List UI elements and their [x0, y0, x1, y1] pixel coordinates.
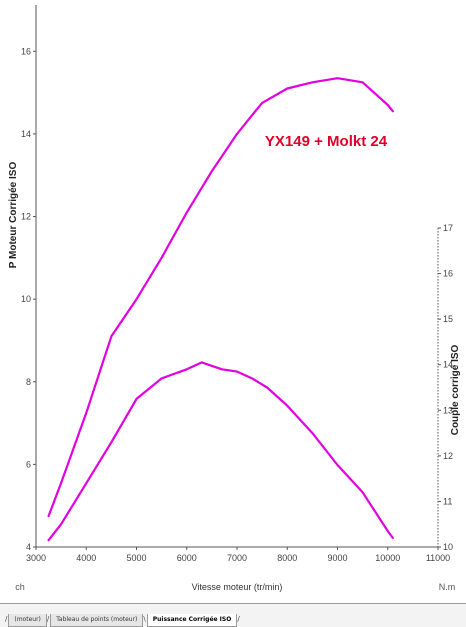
x-tick-label: 7000: [227, 553, 247, 563]
right-y-axis-label: Couple corrigé ISO: [450, 344, 461, 435]
tab-end-icon: /: [237, 615, 240, 623]
right-y-tick-label: 11: [443, 496, 452, 506]
right-y-tick-label: 15: [443, 314, 453, 324]
right-y-tick-label: 16: [443, 269, 453, 279]
tab-puissance-corrigee-iso[interactable]: Puissance Corrigée ISO: [146, 614, 238, 627]
tab-separator-icon: \: [143, 615, 146, 623]
tab-separator-icon: /: [46, 615, 50, 623]
left-y-tick-label: 6: [26, 459, 31, 469]
left-y-tick-label: 16: [21, 46, 31, 56]
x-tick-label: 10000: [375, 553, 400, 563]
right-unit-label: N.m: [439, 582, 456, 592]
left-y-tick-label: 4: [26, 542, 31, 552]
right-y-tick-label: 12: [443, 451, 453, 461]
right-y-tick-label: 10: [443, 542, 453, 552]
tab-moteur[interactable]: (moteur): [8, 614, 47, 627]
power-curve-line: [47, 77, 394, 518]
chart-title: YX149 + Molkt 24: [265, 133, 388, 150]
x-axis-label: Vitesse moteur (tr/min): [192, 582, 283, 592]
left-y-tick-label: 12: [21, 212, 31, 222]
x-tick-label: 4000: [76, 553, 96, 563]
tab-nav-arrow-icon[interactable]: /: [5, 615, 8, 623]
x-tick-label: 5000: [126, 553, 146, 563]
sheet-tab-bar: / (moteur) / Tableau de points (moteur) …: [0, 603, 466, 627]
left-y-axis-label: P Moteur Corrigée ISO: [8, 162, 19, 269]
left-y-tick-label: 10: [21, 294, 31, 304]
torque-curve-line: [47, 361, 394, 542]
right-y-tick-label: 13: [443, 405, 453, 415]
right-y-tick-label: 14: [443, 360, 453, 370]
x-tick-label: 3000: [26, 553, 46, 563]
x-tick-label: 11000: [426, 553, 450, 563]
chart-svg: 4 6 8 10 12 14 16 10 11 12 13 14 15 16 17 3000 4000 5000 6…: [8, 5, 461, 592]
x-tick-label: 8000: [277, 553, 297, 563]
x-tick-label: 9000: [327, 553, 347, 563]
left-y-tick-label: 8: [26, 377, 31, 387]
x-tick-label: 6000: [177, 553, 197, 563]
right-y-tick-label: 17: [443, 223, 453, 233]
chart-area: 4 6 8 10 12 14 16 10 11 12 13 14 15 16 17 3000 4000 5000 6…: [8, 5, 461, 592]
left-unit-label: ch: [15, 582, 25, 592]
tab-tableau-de-points[interactable]: Tableau de points (moteur): [50, 614, 144, 627]
left-y-tick-label: 14: [21, 129, 31, 139]
